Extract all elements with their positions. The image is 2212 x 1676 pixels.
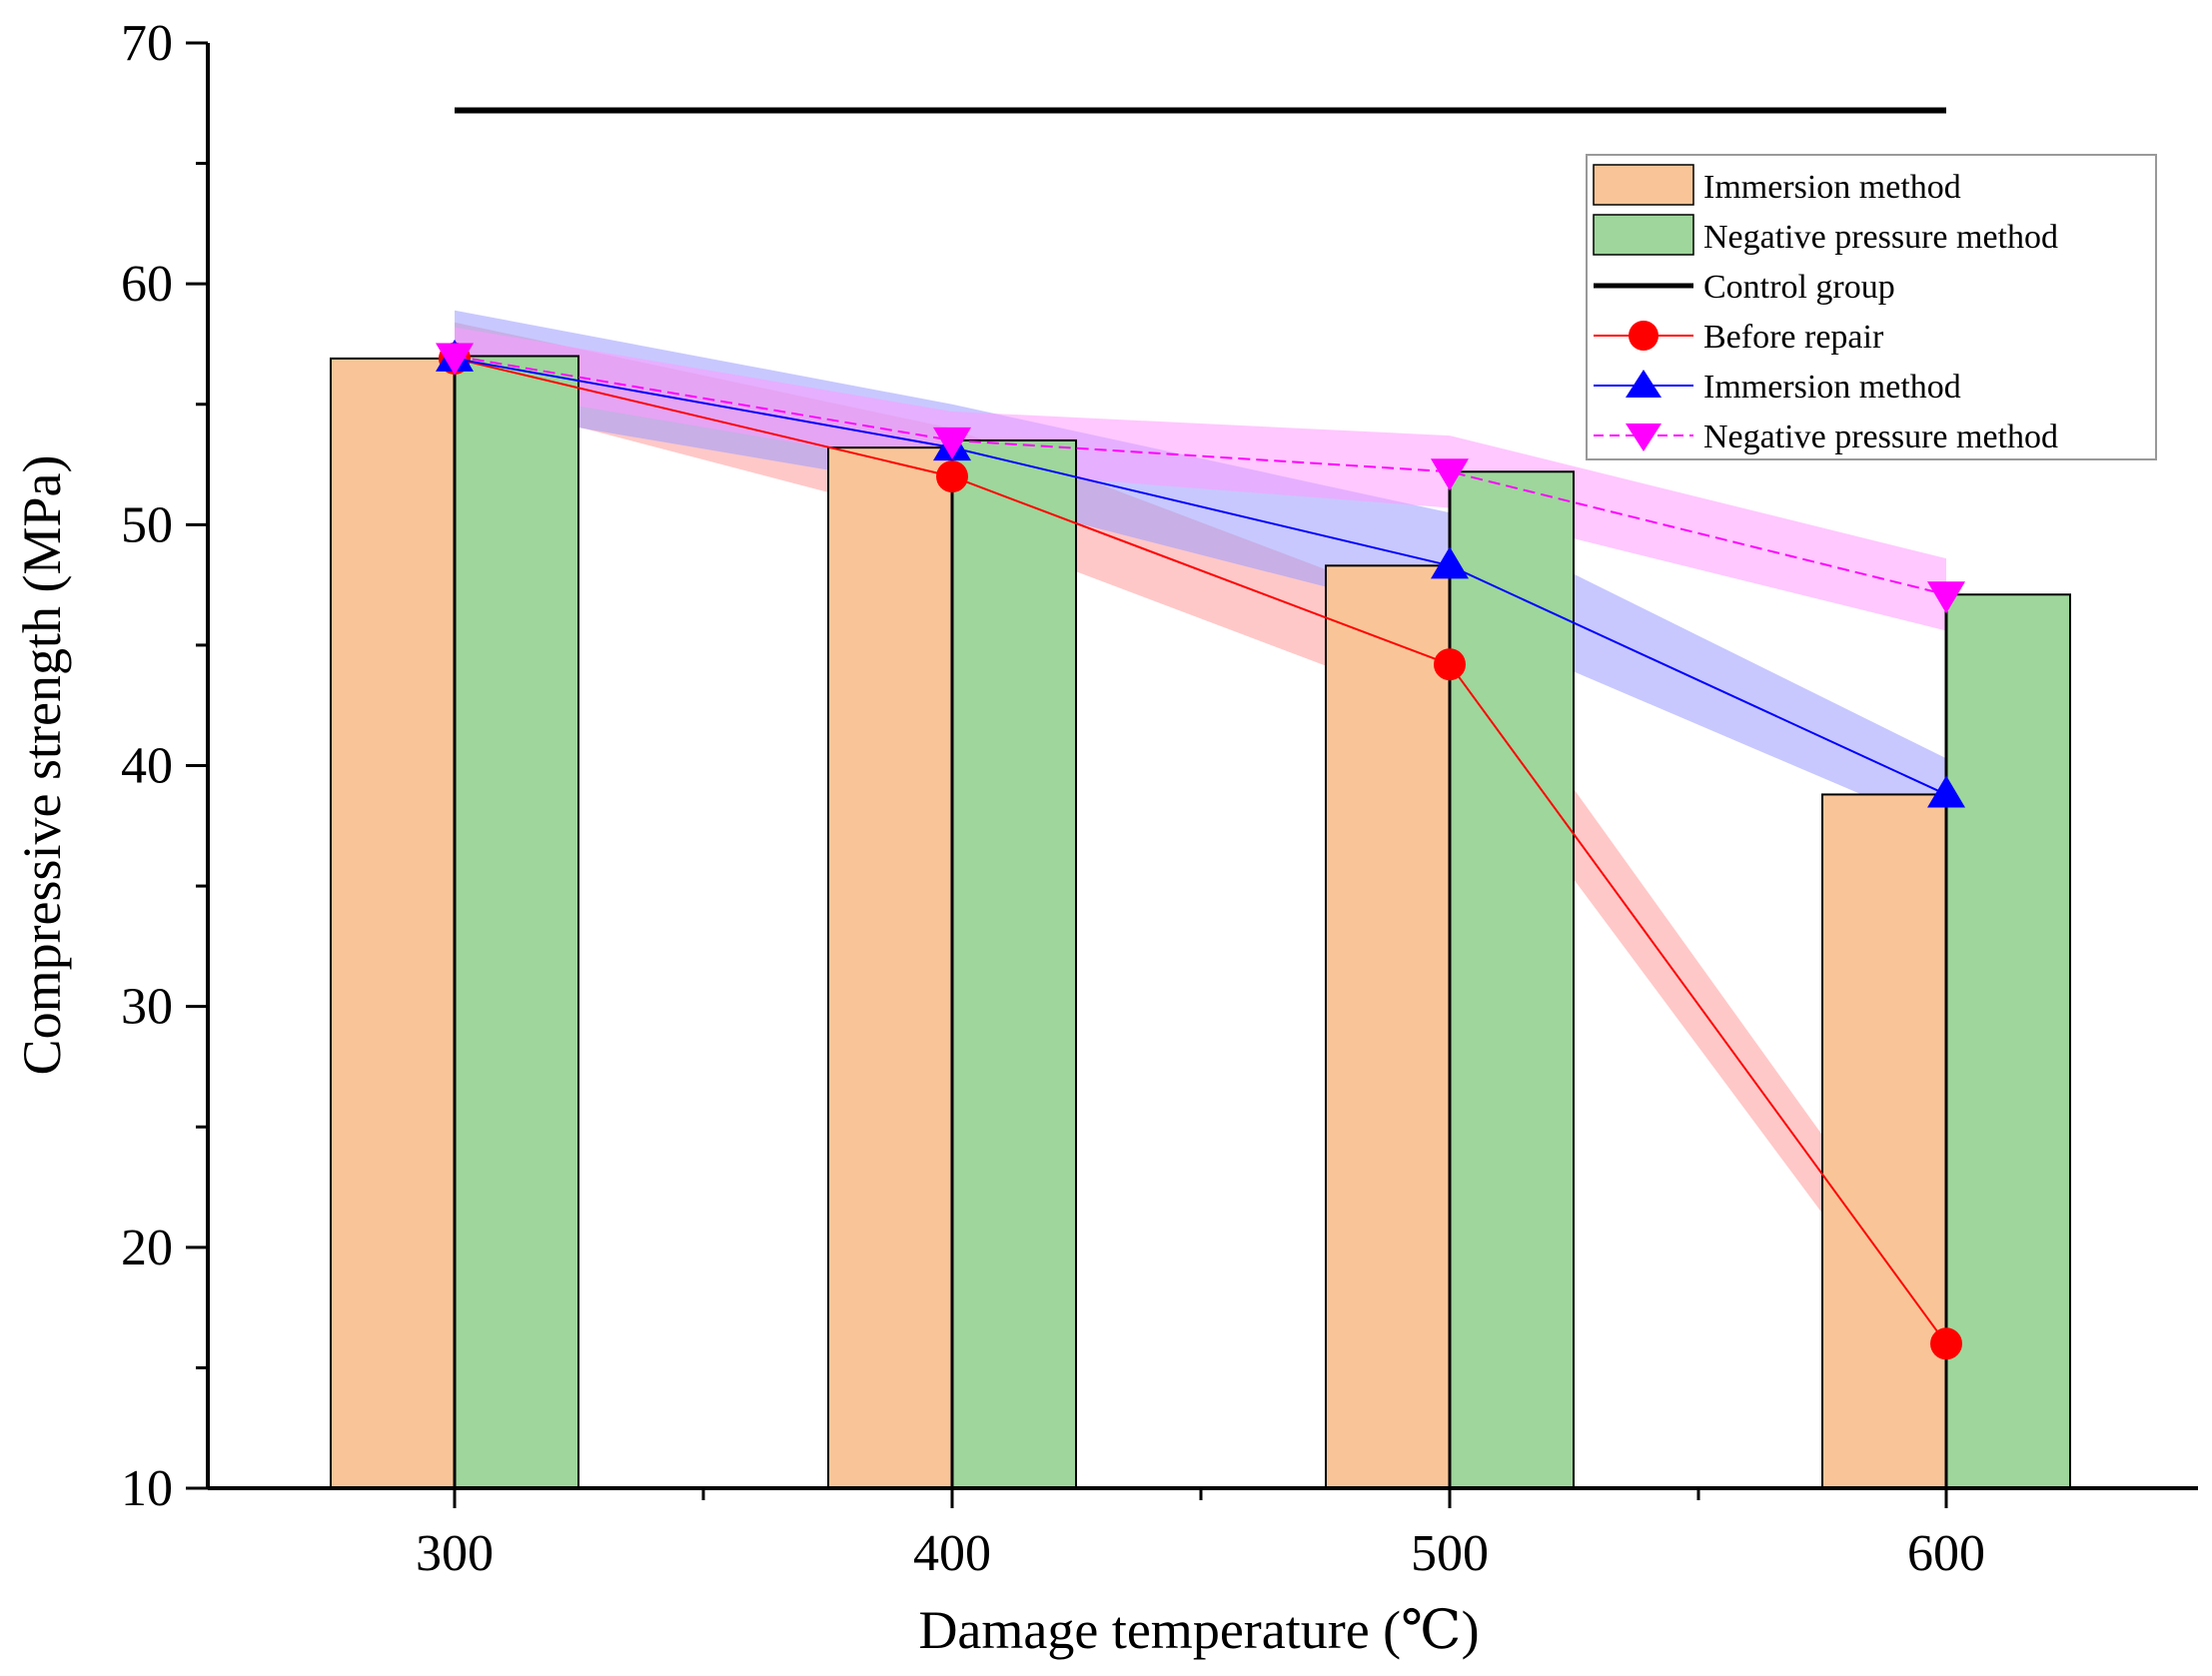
- bar-negative-pressure-600: [1945, 593, 2071, 1489]
- legend: Immersion method Negative pressure metho…: [1586, 154, 2157, 460]
- legend-label-control: Control group: [1703, 269, 1895, 306]
- band-negative-pressure: [455, 327, 1946, 631]
- legend-label-before-repair: Before repair: [1703, 319, 1884, 356]
- bar-negative-pressure-400: [951, 438, 1077, 1489]
- y-tick-label-70: 70: [121, 15, 173, 72]
- bar-negative-pressure-500: [1449, 470, 1575, 1489]
- confidence-bands: [455, 310, 1946, 1380]
- x-tick-label-500: 500: [1411, 1525, 1489, 1582]
- marker-negative-pressure-400: [933, 426, 971, 459]
- legend-swatch-bar-negative: [1593, 214, 1694, 256]
- legend-swatch-bar-immersion: [1593, 164, 1694, 206]
- bar-negative-pressure-300: [454, 355, 579, 1489]
- marker-before-repair-600: [1930, 1327, 1962, 1360]
- marker-immersion-500: [1431, 546, 1469, 579]
- marker-before-repair-500: [1434, 648, 1466, 681]
- line-before-repair: [454, 357, 1947, 1344]
- y-tick-label-40: 40: [121, 738, 173, 795]
- legend-marker-negative: [1626, 423, 1661, 451]
- x-tick-label-300: 300: [416, 1525, 494, 1582]
- bars: [330, 355, 2071, 1489]
- bar-immersion-300: [330, 357, 456, 1489]
- series-lines: [436, 107, 1965, 1360]
- bar-immersion-600: [1821, 793, 1947, 1489]
- line-negative-pressure: [454, 355, 1947, 596]
- bar-immersion-400: [827, 446, 953, 1489]
- x-tick-label-400: 400: [913, 1525, 991, 1582]
- bar-immersion-500: [1325, 564, 1451, 1489]
- legend-label-immersion-line: Immersion method: [1703, 369, 1961, 406]
- legend-label-bar-negative: Negative pressure method: [1703, 219, 2058, 256]
- legend-label-bar-immersion: Immersion method: [1703, 169, 1961, 206]
- y-axis-title: Compressive strength (MPa): [12, 455, 72, 1076]
- y-tick-label-60: 60: [121, 256, 173, 313]
- marker-immersion-600: [1927, 775, 1965, 808]
- line-immersion: [454, 357, 1947, 796]
- y-tick-label-10: 10: [121, 1460, 173, 1517]
- legend-marker-immersion: [1626, 370, 1661, 398]
- marker-before-repair-400: [936, 460, 968, 493]
- x-axis-title: Damage temperature (℃): [918, 1600, 1479, 1660]
- marker-negative-pressure-500: [1431, 458, 1469, 491]
- marker-negative-pressure-600: [1927, 581, 1965, 614]
- y-tick-label-30: 30: [121, 979, 173, 1036]
- y-tick-label-50: 50: [121, 496, 173, 553]
- y-tick-label-20: 20: [121, 1220, 173, 1276]
- x-tick-label-600: 600: [1907, 1525, 1985, 1582]
- legend-marker-before-repair: [1629, 321, 1659, 351]
- legend-label-negative-line: Negative pressure method: [1703, 419, 2058, 455]
- x-ticks: 300 400 500 600: [416, 1488, 1985, 1582]
- marker-negative-pressure-300: [436, 343, 474, 376]
- y-ticks: 10 20 30 40 50 60 70: [121, 15, 208, 1517]
- legend-box: [1586, 154, 2157, 460]
